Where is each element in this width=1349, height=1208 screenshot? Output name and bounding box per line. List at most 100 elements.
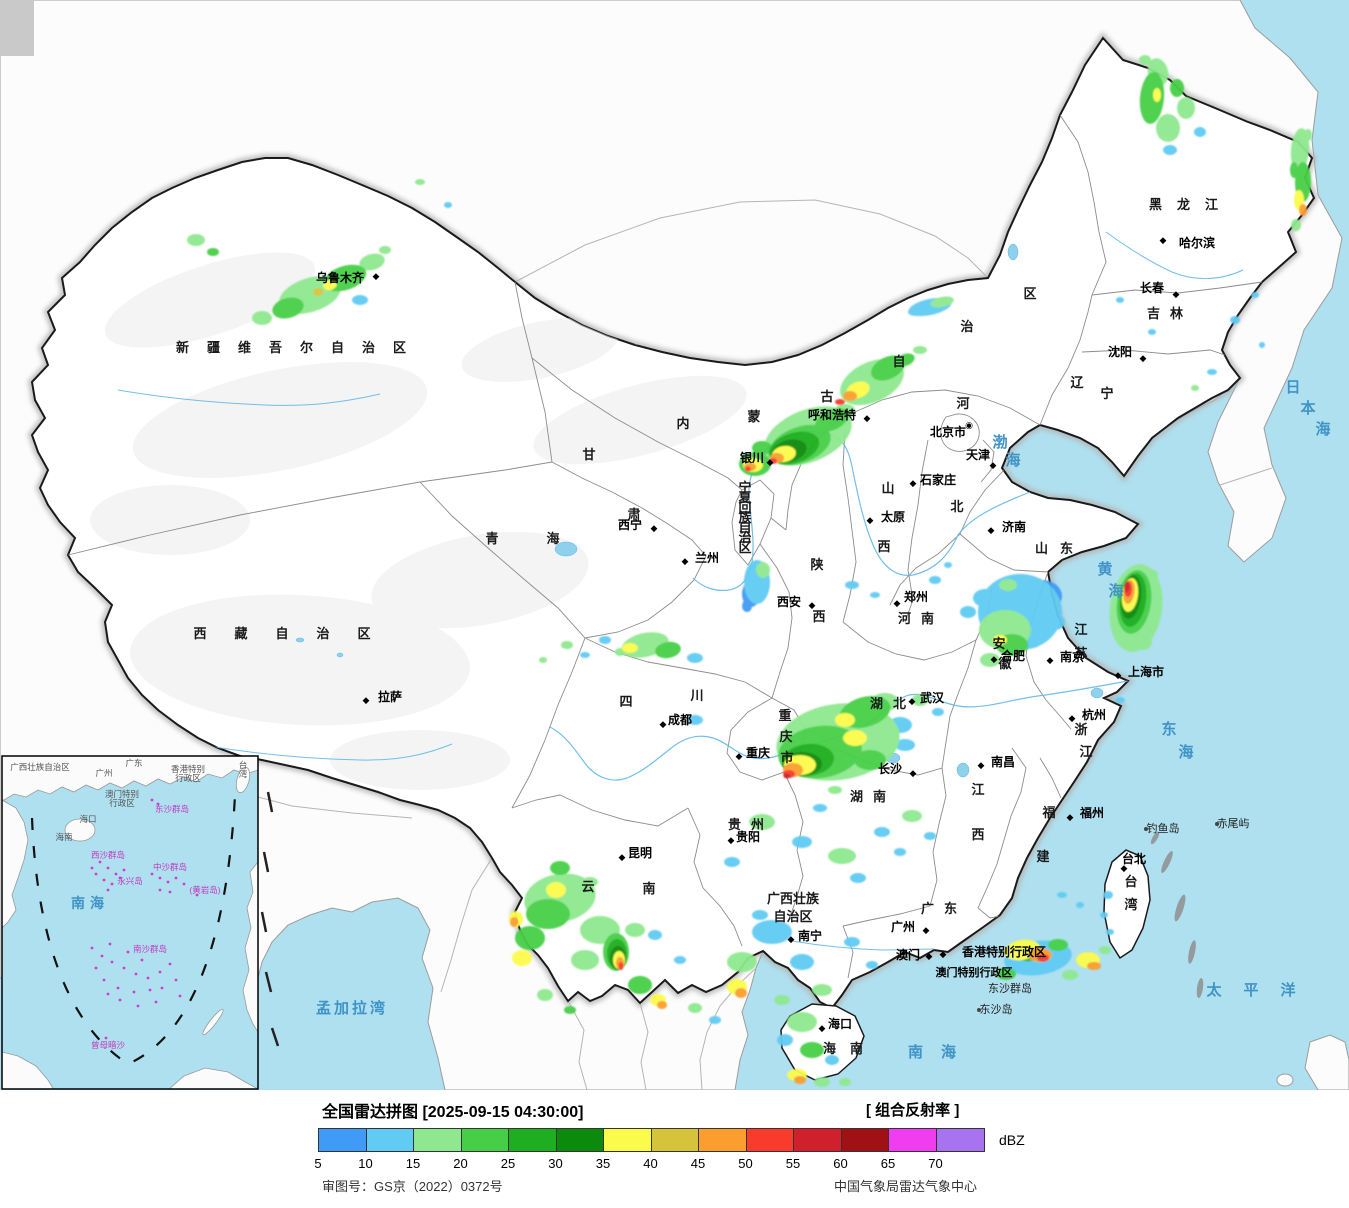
province-label: 治 xyxy=(960,319,973,334)
sea-label: 海 xyxy=(1005,451,1020,469)
inset-south-china-coast xyxy=(2,756,258,801)
radar-echo xyxy=(815,408,849,432)
radar-echo xyxy=(510,917,518,927)
island-dot xyxy=(1144,827,1148,831)
radar-echo xyxy=(1207,369,1217,375)
radar-echo xyxy=(1230,316,1240,324)
city-marker: ◆ xyxy=(990,460,997,470)
inset-island-dot-nansha xyxy=(174,978,178,982)
radar-echo xyxy=(752,920,792,944)
island-label: 东沙群岛 xyxy=(988,981,1032,995)
province-label: 山东 xyxy=(1035,541,1085,556)
city-label: 澳门 xyxy=(896,947,920,962)
radar-echo xyxy=(564,1006,576,1014)
radar-echo xyxy=(845,581,859,589)
radar-echo xyxy=(1170,79,1184,97)
radar-echo xyxy=(895,739,915,751)
province-label: 安 xyxy=(992,636,1005,651)
radar-echo xyxy=(1100,912,1108,918)
city-marker: ◆ xyxy=(819,1023,826,1033)
province-label: 广东 xyxy=(921,901,967,916)
province-label: 西 xyxy=(812,609,825,624)
inset-island-dot-nansha xyxy=(132,990,136,994)
city-marker: ◆ xyxy=(373,271,380,281)
radar-echo xyxy=(526,899,570,929)
radar-echo xyxy=(571,950,599,970)
colorbar-tick: 15 xyxy=(405,1156,421,1171)
inset-island-dot-nansha xyxy=(148,988,152,992)
radar-echo xyxy=(812,984,832,996)
radar-echo xyxy=(1191,385,1199,391)
city-marker: ◆ xyxy=(926,951,933,961)
radar-echo xyxy=(874,827,890,837)
inset-hainan xyxy=(64,818,96,842)
city-label: 银川 xyxy=(740,450,764,465)
map-corner-gray-patch xyxy=(0,0,34,56)
radar-echo xyxy=(1045,614,1065,630)
inset-island-dot-xisha xyxy=(98,860,102,864)
colorbar-cell xyxy=(556,1129,604,1151)
legend-panel: 全国雷达拼图 [2025-09-15 04:30:00] [ 组合反射率 ] 5… xyxy=(0,1090,1349,1208)
inset-island-dot-nansha xyxy=(94,966,98,970)
city-label: 武汉 xyxy=(920,690,945,705)
province-label: 自治区 xyxy=(773,909,812,924)
colorbar-cell xyxy=(461,1129,509,1151)
inset-vietnam-coast xyxy=(2,799,29,929)
city-label: 杭州 xyxy=(1082,707,1106,722)
inset-label: 台 xyxy=(239,760,248,770)
radar-echo xyxy=(622,643,638,653)
inset-island-dot-huangyan xyxy=(195,893,199,897)
province-label: 福 xyxy=(1041,805,1055,820)
island-dot xyxy=(977,1008,981,1012)
radar-echo xyxy=(749,814,775,830)
inset-island-dot-nansha xyxy=(108,942,112,946)
province-label: 贵州 xyxy=(728,817,774,832)
radar-echo xyxy=(539,657,547,663)
colorbar-cell xyxy=(651,1129,699,1151)
radar-echo xyxy=(839,1078,851,1086)
city-marker: ◆ xyxy=(788,934,795,944)
province-label: 徽 xyxy=(997,656,1012,671)
radar-echo xyxy=(973,589,997,607)
province-label: 四 xyxy=(619,694,632,709)
province-label: 西 xyxy=(877,539,890,554)
radar-echo xyxy=(550,861,570,875)
city-marker: ◆ xyxy=(910,768,917,778)
radar-echo xyxy=(735,988,747,998)
radar-echo xyxy=(835,399,845,405)
producer-name: 中国气象局雷达气象中心 xyxy=(834,1179,978,1194)
inset-taiwan xyxy=(235,766,251,794)
province-label: 西 xyxy=(971,827,984,842)
radar-echo xyxy=(1062,970,1078,980)
radar-echo xyxy=(727,952,757,972)
city-label: 南昌 xyxy=(991,754,1015,769)
province-borders xyxy=(67,114,1263,979)
province-label: 吉林 xyxy=(1147,306,1193,321)
inset-island-dot-nansha xyxy=(158,970,162,974)
radar-echo xyxy=(687,653,703,663)
city-marker: ◆ xyxy=(894,598,901,608)
inset-label: 中沙群岛 xyxy=(153,862,187,872)
inset-label: 南沙群岛 xyxy=(133,944,167,954)
sea-label: 海 xyxy=(1315,420,1330,438)
colorbar-cell xyxy=(604,1129,652,1151)
radar-echo xyxy=(894,848,906,856)
inset-island-dot-xisha xyxy=(102,878,106,882)
radar-echo xyxy=(709,1016,721,1024)
colorbar-tick: 40 xyxy=(643,1156,658,1171)
province-label: 台 xyxy=(1124,874,1137,889)
inset-islands-dots xyxy=(90,798,199,1040)
inset-label: 行政区 xyxy=(109,798,135,808)
radar-echo xyxy=(866,961,878,969)
city-label: 香港特别行政区 xyxy=(961,944,1046,959)
radar-echo xyxy=(790,954,814,970)
radar-echo xyxy=(843,391,857,401)
inset-borneo xyxy=(2,1051,258,1089)
radar-echo xyxy=(1106,929,1114,935)
radar-echo xyxy=(687,715,703,725)
radar-echo xyxy=(814,1077,830,1087)
inset-island-dot-zhongsha xyxy=(174,876,178,880)
radar-echo xyxy=(996,968,1016,980)
colorbar-tick: 30 xyxy=(548,1156,563,1171)
colorbar-cell xyxy=(889,1129,937,1151)
